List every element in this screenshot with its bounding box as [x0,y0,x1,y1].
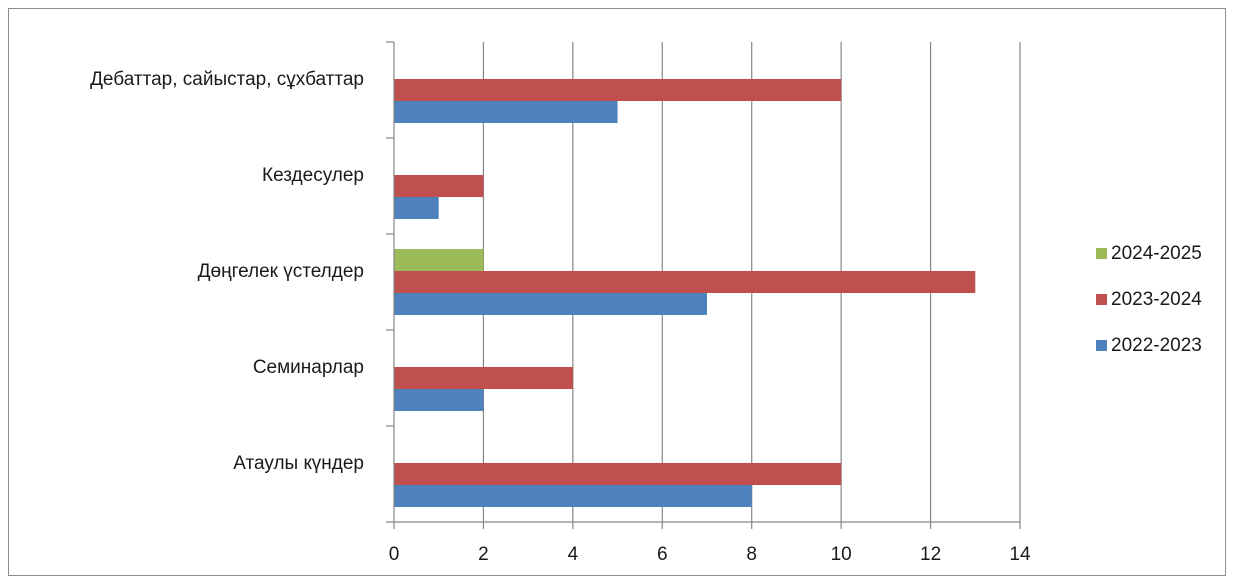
x-tick-label-6: 6 [657,544,668,565]
category-label-3: Семинарлар [253,357,364,378]
x-tick-label-10: 10 [831,544,852,565]
x-tick-label-4: 4 [568,544,579,565]
x-tick-label-12: 12 [920,544,941,565]
legend-swatch-2024-2025 [1096,248,1107,259]
category-labels: Дебаттар, сайыстар, сұхбаттар Кездесулер Д… [90,69,364,474]
legend-label-2024-2025: 2024-2025 [1111,243,1202,264]
bar-2022-2023-cat-0 [394,101,618,123]
legend: 2024-2025 2023-2024 2022-2023 [1096,243,1202,356]
x-tick-label-0: 0 [389,544,400,565]
category-label-0: Дебаттар, сайыстар, сұхбаттар [90,69,364,90]
legend-swatch-2022-2023 [1096,340,1107,351]
bar-2023-2024-cat-4 [394,463,842,485]
axes [386,41,1021,529]
bar-2023-2024-cat-1 [394,175,484,197]
bar-2023-2024-cat-2 [394,271,976,293]
x-tick-label-8: 8 [746,544,757,565]
x-tick-label-2: 2 [478,544,489,565]
x-tick-label-14: 14 [1009,544,1031,565]
bar-2024-2025-cat-2 [394,249,484,271]
bar-2022-2023-cat-1 [394,197,439,219]
bar-2022-2023-cat-4 [394,485,752,507]
category-label-2: Дөңгелек үстелдер [198,261,364,282]
bar-2023-2024-cat-0 [394,79,842,101]
legend-label-2023-2024: 2023-2024 [1111,289,1202,310]
bar-2022-2023-cat-3 [394,389,484,411]
x-tick-labels: 0 2 4 6 8 10 12 14 [389,544,1031,565]
legend-label-2022-2023: 2022-2023 [1111,335,1202,356]
category-label-1: Кездесулер [262,165,364,186]
bars [394,79,976,507]
bar-2023-2024-cat-3 [394,367,573,389]
category-label-4: Атаулы күндер [233,453,364,474]
bar-2022-2023-cat-2 [394,293,707,315]
legend-swatch-2023-2024 [1096,294,1107,305]
